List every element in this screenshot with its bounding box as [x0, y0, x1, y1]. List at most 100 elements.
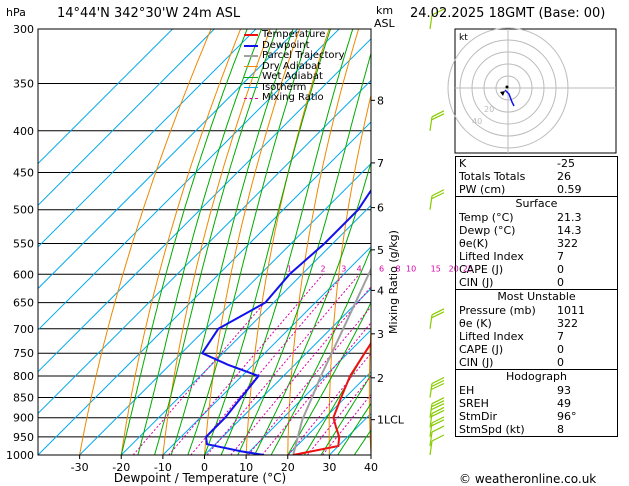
wind-barb-flag: [431, 192, 445, 200]
surface-value: 0: [557, 263, 564, 276]
wet-adiabat-line: [270, 247, 371, 455]
dry-adiabat-line: [79, 29, 212, 455]
pressure-tick-label: 350: [13, 78, 34, 91]
parcel-trajectory-line: [292, 267, 371, 455]
hpa-label: hPa: [6, 6, 26, 19]
copyright-label: © weatheronline.co.uk: [459, 472, 597, 486]
wind-barb-flag: [430, 382, 445, 391]
dry-adiabat-line: [245, 29, 330, 455]
indices-table: K -25 Totals Totals 26 PW (cm) 0.59 Surface T…: [455, 156, 618, 437]
hodograph-row: EH 93: [456, 384, 617, 397]
wind-barb: [429, 116, 433, 131]
km-tick-label: 1LCL: [377, 414, 405, 427]
km-tick-label: 3: [377, 328, 384, 341]
pressure-tick-label: 850: [13, 391, 34, 404]
wind-barb-flag: [431, 113, 445, 121]
most-unstable-value: 7: [557, 330, 564, 343]
legend-swatch: [244, 55, 258, 58]
hodograph-value: 93: [557, 384, 571, 397]
isotherm-line: [38, 29, 298, 290]
mixing-ratio-label: 4: [357, 264, 362, 273]
pressure-tick-label: 1000: [6, 449, 34, 462]
hodograph-key: StmDir: [459, 410, 498, 423]
wet-adiabat-line: [287, 301, 371, 455]
isotherm-line: [38, 29, 340, 331]
surface-key: Temp (°C): [459, 211, 514, 224]
km-tick-label: 2: [377, 372, 384, 385]
wind-barb-flag: [431, 308, 445, 316]
index-key: K: [459, 157, 467, 170]
wind-barb-flag: [431, 110, 445, 118]
isotherm-line: [79, 162, 371, 455]
mixing-ratio-label: 15: [431, 264, 441, 273]
mixing-ratio-label: 2: [320, 264, 325, 273]
x-tick-label: 40: [364, 461, 378, 474]
wind-barb: [429, 431, 433, 447]
km-tick-label: 4: [377, 284, 384, 297]
wet-adiabat-line: [204, 29, 331, 455]
wet-adiabat-line: [137, 29, 262, 455]
wet-adiabat-line: [303, 341, 371, 455]
hodograph-row: StmDir 96°: [456, 410, 617, 423]
isotherm-line: [287, 371, 371, 455]
legend-label: Dewpoint: [262, 39, 310, 51]
most-unstable-key: Lifted Index: [459, 330, 524, 343]
index-row: Totals Totals 26: [456, 170, 617, 183]
surface-section: Surface Temp (°C) 21.3 Dewp (°C) 14.3 θe(K) 3…: [456, 196, 617, 289]
most-unstable-row: CIN (J) 0: [456, 356, 617, 369]
pressure-tick-label: 900: [13, 412, 34, 425]
hodograph-row: SREH 49: [456, 397, 617, 410]
wind-barb-flag: [431, 434, 445, 442]
hodograph-center-marker: [505, 85, 509, 89]
pressure-tick-label: 950: [13, 431, 34, 444]
hodograph-kt-label: kt: [459, 33, 468, 43]
most-unstable-row: Lifted Index 7: [456, 330, 617, 343]
km-tick-label: 6: [377, 202, 384, 215]
wind-barb-flag: [431, 376, 445, 385]
surface-row: CAPE (J) 0: [456, 263, 617, 276]
pressure-tick-label: 750: [13, 347, 34, 360]
surface-row: Lifted Index 7: [456, 250, 617, 263]
index-value: 26: [557, 170, 571, 183]
surface-value: 322: [557, 237, 578, 250]
legend-item: Dry Adiabat: [244, 61, 345, 73]
surface-value: 21.3: [557, 211, 582, 224]
wind-barb: [429, 14, 433, 30]
mixing-ratio-line: [168, 273, 324, 455]
km-label: km: [376, 4, 394, 17]
legend-item: Temperature: [244, 29, 345, 41]
legend-label: Wet Adiabat: [262, 71, 323, 82]
most-unstable-row: CAPE (J) 0: [456, 343, 617, 356]
wind-barb: [429, 195, 433, 210]
storm-motion-arrow: [500, 91, 505, 96]
surface-key: CAPE (J): [459, 263, 504, 276]
pressure-tick-label: 700: [13, 323, 34, 336]
surface-key: Lifted Index: [459, 250, 524, 263]
surface-row: θe(K) 322: [456, 237, 617, 250]
legend-swatch: [244, 66, 258, 68]
index-row: K -25: [456, 157, 617, 170]
wet-adiabat-line: [337, 402, 371, 455]
hodograph-key: EH: [459, 384, 475, 397]
legend-swatch: [244, 34, 258, 37]
legend-label: Temperature: [262, 29, 326, 40]
isotherm-line: [38, 121, 371, 455]
dry-adiabat-line: [619, 29, 629, 455]
location-label: 14°44'N 342°30'W 24m ASL: [57, 6, 241, 21]
wind-barb-flag: [431, 406, 445, 414]
legend-swatch: [244, 76, 258, 78]
wind-barb-flag: [431, 189, 445, 197]
most-unstable-value: 322: [557, 317, 578, 330]
wind-barb: [429, 314, 433, 329]
hodograph-row: StmSpd (kt) 8: [456, 423, 617, 436]
wet-adiabat-line: [237, 51, 371, 455]
wind-barb: [429, 383, 433, 398]
legend-item: Mixing Ratio: [244, 92, 345, 104]
dry-adiabat-line: [204, 29, 301, 455]
legend-label: Parcel Trajectory: [262, 50, 345, 61]
legend-item: Parcel Trajectory: [244, 50, 345, 62]
dry-adiabat-line: [328, 93, 371, 455]
isotherm-line: [38, 29, 173, 165]
wet-adiabat-line: [154, 29, 278, 455]
x-tick-label: 0: [201, 461, 208, 474]
